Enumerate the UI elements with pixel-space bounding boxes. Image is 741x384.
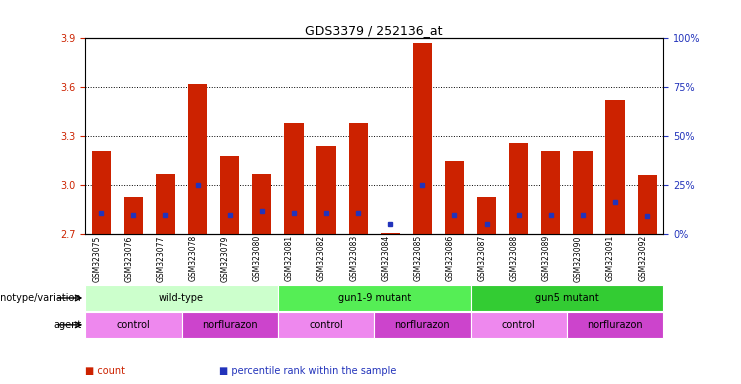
- Text: gun1-9 mutant: gun1-9 mutant: [338, 293, 411, 303]
- Text: GSM323085: GSM323085: [413, 235, 422, 281]
- Bar: [220, 156, 239, 234]
- Text: agent: agent: [53, 320, 82, 330]
- Bar: [124, 197, 143, 234]
- Bar: [316, 146, 336, 234]
- Bar: [156, 174, 175, 234]
- Bar: [188, 84, 207, 234]
- Text: GSM323088: GSM323088: [510, 235, 519, 281]
- Text: GSM323080: GSM323080: [253, 235, 262, 281]
- Bar: [252, 174, 271, 234]
- Text: GSM323077: GSM323077: [156, 235, 165, 281]
- Text: GSM323078: GSM323078: [189, 235, 198, 281]
- Text: GSM323086: GSM323086: [445, 235, 454, 281]
- Text: norflurazon: norflurazon: [394, 320, 451, 330]
- Bar: [445, 161, 464, 234]
- Text: control: control: [309, 320, 343, 330]
- Bar: [374, 312, 471, 338]
- Text: GSM323081: GSM323081: [285, 235, 294, 281]
- Text: GSM323075: GSM323075: [93, 235, 102, 281]
- Text: wild-type: wild-type: [159, 293, 204, 303]
- Title: GDS3379 / 252136_at: GDS3379 / 252136_at: [305, 24, 443, 37]
- Bar: [471, 285, 663, 311]
- Text: GSM323090: GSM323090: [574, 235, 583, 281]
- Bar: [509, 143, 528, 234]
- Bar: [605, 100, 625, 234]
- Bar: [278, 312, 374, 338]
- Bar: [541, 151, 560, 234]
- Bar: [85, 312, 182, 338]
- Bar: [85, 285, 278, 311]
- Bar: [285, 123, 304, 234]
- Text: control: control: [502, 320, 536, 330]
- Bar: [637, 175, 657, 234]
- Text: norflurazon: norflurazon: [202, 320, 258, 330]
- Text: GSM323089: GSM323089: [542, 235, 551, 281]
- Text: gun5 mutant: gun5 mutant: [535, 293, 599, 303]
- Text: GSM323087: GSM323087: [478, 235, 487, 281]
- Bar: [278, 285, 471, 311]
- Bar: [381, 233, 400, 234]
- Text: genotype/variation: genotype/variation: [0, 293, 82, 303]
- Text: GSM323083: GSM323083: [349, 235, 358, 281]
- Bar: [574, 151, 593, 234]
- Bar: [92, 151, 111, 234]
- Bar: [348, 123, 368, 234]
- Bar: [567, 312, 663, 338]
- Bar: [413, 43, 432, 234]
- Text: GSM323076: GSM323076: [124, 235, 133, 281]
- Text: GSM323079: GSM323079: [221, 235, 230, 281]
- Text: GSM323084: GSM323084: [382, 235, 391, 281]
- Text: ■ percentile rank within the sample: ■ percentile rank within the sample: [219, 366, 396, 376]
- Bar: [477, 197, 496, 234]
- Text: control: control: [116, 320, 150, 330]
- Text: GSM323082: GSM323082: [317, 235, 326, 281]
- Bar: [182, 312, 278, 338]
- Text: GSM323091: GSM323091: [606, 235, 615, 281]
- Text: GSM323092: GSM323092: [638, 235, 647, 281]
- Text: ■ count: ■ count: [85, 366, 125, 376]
- Text: norflurazon: norflurazon: [587, 320, 643, 330]
- Bar: [471, 312, 567, 338]
